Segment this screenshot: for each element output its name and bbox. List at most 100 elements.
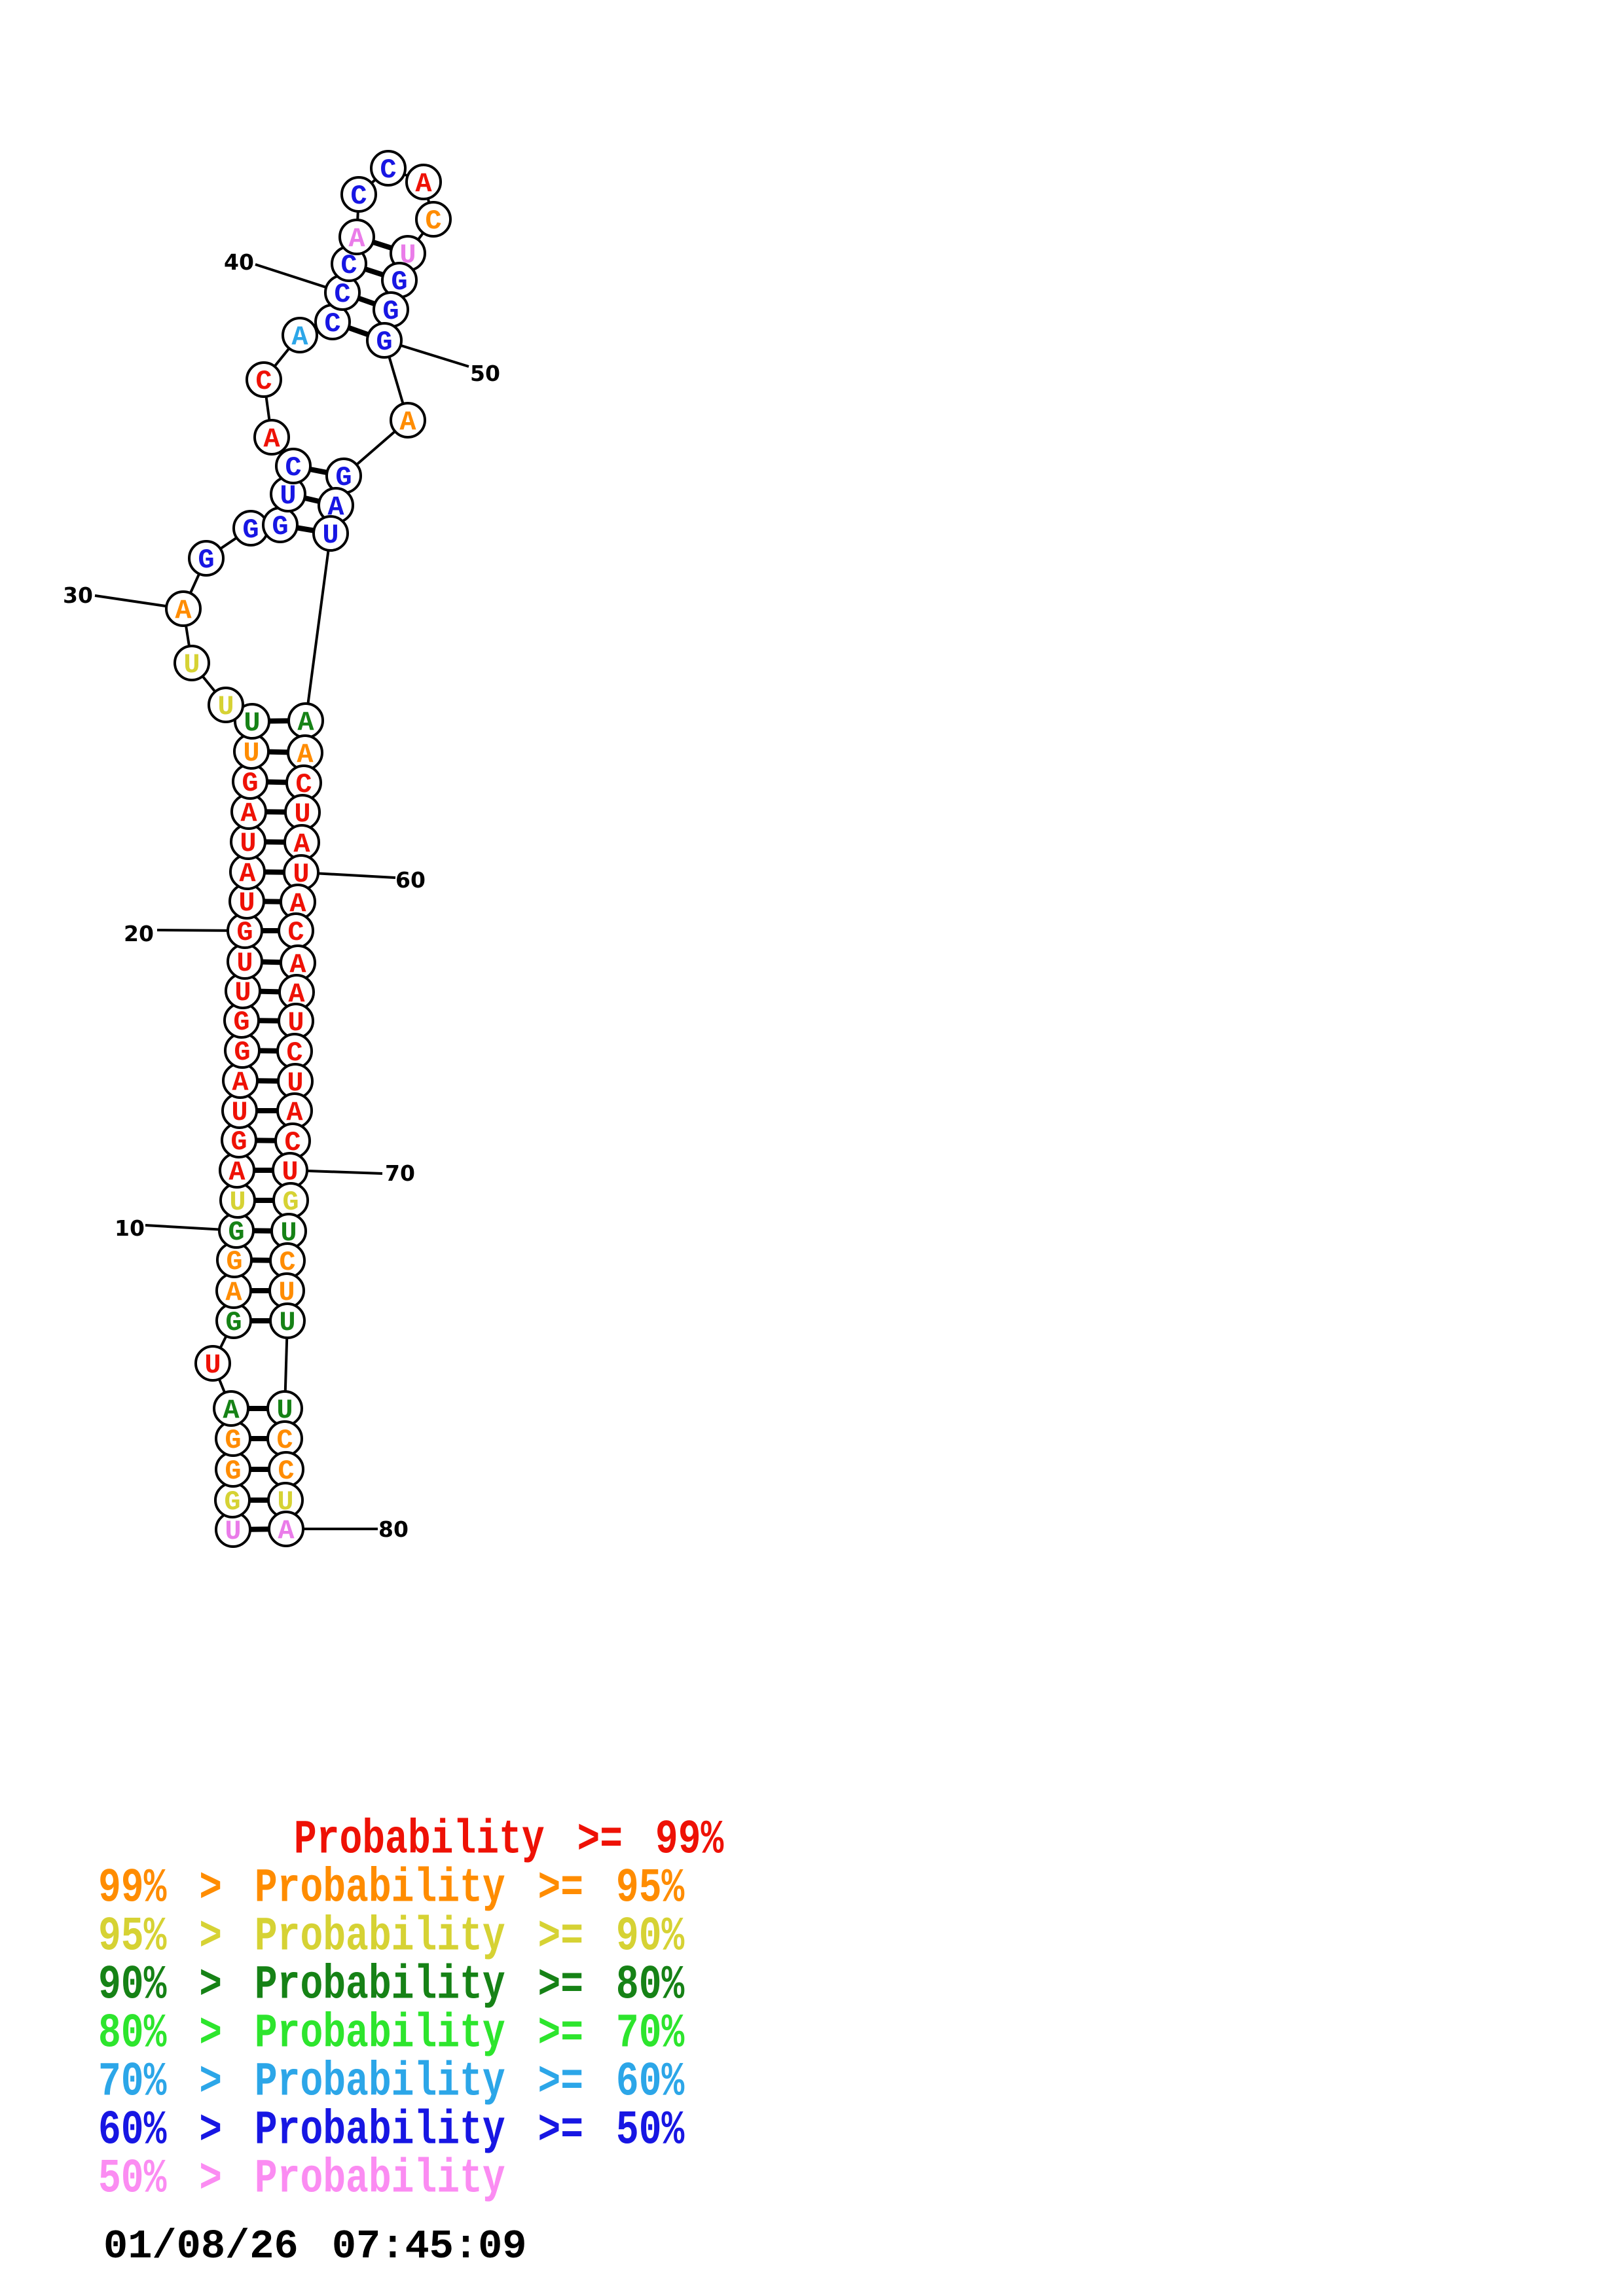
nucleotide-letter: G <box>225 1456 241 1487</box>
nucleotide-letter: G <box>225 1307 242 1338</box>
nucleotide-letter: U <box>282 1157 298 1188</box>
nucleotide-letter: A <box>223 1395 240 1426</box>
nucleotide-letter: U <box>217 691 234 723</box>
nucleotide-circle <box>188 540 225 577</box>
nucleotide-letter: A <box>225 1277 242 1308</box>
nucleotide-letter: A <box>175 595 192 626</box>
nucleotide-circle <box>370 150 407 187</box>
nucleotide-letter: G <box>376 327 392 358</box>
nucleotide-letter: A <box>288 978 305 1010</box>
nucleotide-letter: G <box>234 1037 250 1068</box>
nucleotide-letter: A <box>348 223 365 255</box>
position-label: 40 <box>224 249 254 275</box>
nucleotide-letter: U <box>229 1187 246 1218</box>
nucleotide-letter: A <box>415 168 432 200</box>
nucleotide-circle <box>338 219 375 255</box>
nucleotide-letter: G <box>382 296 399 327</box>
legend-row-5: 80% > Probability >= 70% <box>98 2007 685 2062</box>
legend-row-4: 90% > Probability >= 80% <box>98 1958 685 2013</box>
nucleotide-circle <box>246 361 282 398</box>
nucleotide-letter: G <box>230 1126 247 1158</box>
position-label: 70 <box>385 1160 415 1186</box>
nucleotide-letter: U <box>287 1067 303 1099</box>
nucleotide-letter: U <box>238 888 255 919</box>
nucleotide-letter: U <box>399 240 416 271</box>
position-labels: 10 20 30 40 50 60 70 80 <box>63 249 500 1542</box>
nucleotide-letter: G <box>198 545 214 576</box>
nucleotide-letter: G <box>233 1007 249 1038</box>
nucleotide-circle <box>234 703 270 740</box>
legend-row-6: 70% > Probability >= 60% <box>98 2055 685 2110</box>
position-label: 10 <box>115 1215 145 1241</box>
position-label: 60 <box>395 867 426 893</box>
timestamp: 01/08/26 07:45:09 <box>103 2223 527 2270</box>
position-label-lines <box>94 263 469 1530</box>
nucleotide-letter: G <box>272 511 288 543</box>
position-label: 50 <box>470 361 500 386</box>
nucleotide-letter: U <box>276 1395 293 1426</box>
nucleotide-letter: A <box>291 321 308 353</box>
nucleotide-circle <box>415 201 452 238</box>
nucleotide-letter: A <box>289 949 306 980</box>
nucleotide-letter: U <box>234 977 251 1009</box>
nucleotide-letter: A <box>278 1515 295 1547</box>
nucleotide-letter: C <box>287 917 304 948</box>
nucleotide-letter: C <box>284 1127 301 1158</box>
nucleotide-circle <box>340 176 377 213</box>
nucleotide-letter: U <box>204 1350 221 1381</box>
nucleotide-letter: C <box>255 366 272 397</box>
nucleotide-letter: C <box>279 1247 295 1278</box>
nucleotide-letter: C <box>276 1425 293 1456</box>
nucleotide-letter: U <box>244 708 260 739</box>
nucleotide-circle <box>269 1302 306 1339</box>
nucleotide-circle <box>282 317 318 353</box>
nucleotide-letter: U <box>183 649 200 681</box>
nucleotide-letter: A <box>263 423 280 455</box>
nucleotide-circle <box>390 402 426 439</box>
nucleotide-letter: G <box>225 1425 241 1456</box>
nucleotide-letter: C <box>425 206 441 237</box>
nucleotide-circle <box>213 1390 249 1427</box>
nucleotide-letter: U <box>287 1007 304 1039</box>
nucleotide-letter: A <box>327 492 344 523</box>
position-label: 20 <box>124 921 154 946</box>
position-label: 80 <box>378 1516 409 1542</box>
nucleotide-letter: A <box>239 858 256 889</box>
nucleotide-letter: A <box>240 798 257 829</box>
nucleotide-letter: A <box>293 829 310 860</box>
nucleotide-circle <box>275 448 312 484</box>
nucleotide-letter: U <box>280 1217 297 1249</box>
nucleotide-letter: U <box>240 828 256 859</box>
nucleotide-letter: U <box>236 948 253 979</box>
backbone-segment <box>304 533 332 721</box>
nucleotide-letter: C <box>350 181 367 212</box>
nucleotide-letter: C <box>278 1456 294 1487</box>
nucleotide-letter: A <box>297 707 314 738</box>
nucleotide-letter: U <box>243 738 259 769</box>
nucleotide-circle <box>165 590 202 627</box>
legend-row-2: 99% > Probability >= 95% <box>98 1861 685 1916</box>
nucleotide-letter: A <box>232 1067 249 1098</box>
nucleotide-letter: G <box>224 1486 240 1518</box>
nucleotide-letter: G <box>391 266 407 298</box>
nucleotide-circle <box>194 1345 231 1382</box>
nucleotide-circle <box>312 515 349 552</box>
nucleotide-letter: U <box>280 480 296 512</box>
nucleotide-circle <box>208 687 244 723</box>
nucleotide-letter: C <box>286 1037 302 1069</box>
nucleotide-circle <box>405 164 442 200</box>
nucleotide-letter: C <box>295 769 312 800</box>
nucleotide-letter: U <box>277 1486 293 1518</box>
legend-row-7: 60% > Probability >= 50% <box>98 2104 685 2159</box>
nucleotide-letter: G <box>226 1246 242 1278</box>
nucleotide-letter: U <box>322 520 338 551</box>
nucleotide-letter: U <box>279 1307 295 1338</box>
nucleotide-letter: G <box>236 917 253 948</box>
nucleotide-letter: G <box>242 514 259 546</box>
nucleotide-circles <box>165 150 452 1548</box>
nucleotide-letter: A <box>399 406 416 438</box>
